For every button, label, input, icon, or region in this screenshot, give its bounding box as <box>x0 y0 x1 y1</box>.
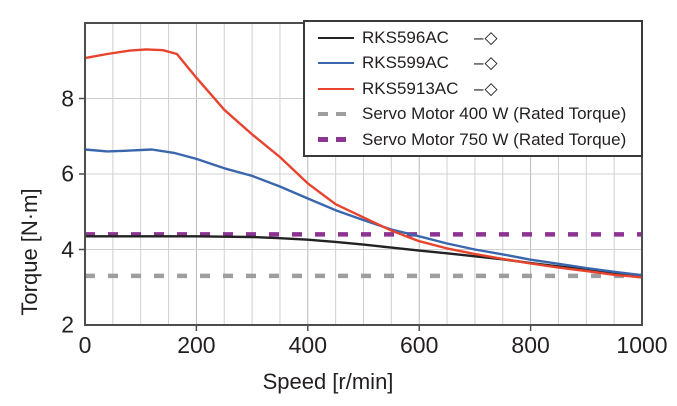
legend-line-swatch-black <box>318 36 354 39</box>
x-tick-label: 400 <box>288 332 327 358</box>
legend-item-servo-400w: Servo Motor 400 W (Rated Torque) <box>318 102 637 126</box>
legend-line-swatch-blue <box>318 62 354 64</box>
legend-item-rks599ac: RKS599AC –◇ <box>318 51 637 75</box>
y-tick-label: 8 <box>61 85 74 111</box>
x-tick-label: 1000 <box>616 332 668 358</box>
x-axis-title: Speed [r/min] <box>262 369 394 394</box>
legend-label: RKS5913AC <box>362 78 459 98</box>
y-axis-title: Torque [N·m] <box>17 188 42 316</box>
y-tick-label: 6 <box>61 160 74 187</box>
diamond-placeholder-icon: –◇ <box>474 53 499 72</box>
legend-label: Servo Motor 400 W (Rated Torque) <box>362 104 627 123</box>
series-line-rks599ac <box>84 148 643 277</box>
legend-item-rks596ac: RKS596AC –◇ <box>318 26 637 50</box>
legend-dash-swatch-purple <box>318 137 354 142</box>
x-tick-label: 200 <box>177 332 216 358</box>
y-tick-label: 4 <box>61 236 74 262</box>
legend-label: RKS596AC <box>362 27 449 47</box>
y-tick-label: 2 <box>61 311 74 338</box>
legend-label: Servo Motor 750 W (Rated Torque) <box>362 129 627 149</box>
diamond-placeholder-icon: –◇ <box>474 78 499 98</box>
legend-box: RKS596AC –◇ RKS599AC –◇ RKS5913AC –◇ Ser… <box>303 20 643 157</box>
legend-dash-swatch-gray <box>318 111 354 117</box>
x-tick-label: 600 <box>400 332 439 358</box>
legend-line-swatch-red <box>318 87 354 90</box>
series-line-rks5913ac <box>84 48 643 279</box>
x-tick-label: 0 <box>78 332 92 358</box>
legend-item-rks5913ac: RKS5913AC –◇ <box>318 77 637 101</box>
x-tick-label: 800 <box>511 332 550 358</box>
legend-item-servo-750w: Servo Motor 750 W (Rated Torque) <box>318 128 637 152</box>
legend-label: RKS599AC <box>362 53 449 72</box>
diamond-placeholder-icon: –◇ <box>474 27 499 47</box>
